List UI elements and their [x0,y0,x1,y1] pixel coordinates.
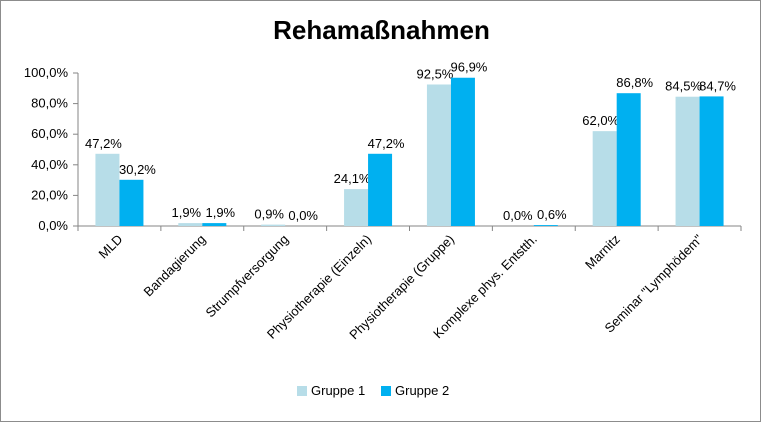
data-label: 47,2% [368,136,405,151]
data-label: 1,9% [171,205,201,220]
category-label: Marnitz [582,232,623,273]
data-label: 96,9% [451,60,488,75]
bar-2 [450,77,475,226]
bar-1 [344,189,369,226]
y-tick-label: 60,0% [31,126,68,141]
bar-1 [178,223,203,226]
y-tick-label: 100,0% [24,65,69,80]
legend-swatch [297,386,307,396]
y-tick-label: 40,0% [31,157,68,172]
y-tick-label: 20,0% [31,187,68,202]
legend-swatch [381,386,391,396]
data-label: 30,2% [119,162,156,177]
data-label: 0,6% [537,207,567,222]
category-label: Bandagierung [141,232,209,300]
bar-1 [95,153,120,226]
bar-2 [533,225,558,226]
bar-1 [426,84,451,226]
data-label: 92,5% [417,66,454,81]
legend-label: Gruppe 1 [311,383,365,398]
data-label: 24,1% [334,171,371,186]
data-label: 62,0% [582,113,619,128]
bar-2 [699,96,724,226]
bar-2 [616,93,641,226]
bar-1 [592,131,617,226]
data-label: 1,9% [205,205,235,220]
data-label: 0,0% [288,208,318,223]
data-label: 84,7% [699,78,736,93]
bar-1 [675,96,700,226]
legend-label: Gruppe 2 [395,383,449,398]
y-tick-label: 80,0% [31,96,68,111]
data-label: 84,5% [665,79,702,94]
data-label: 0,9% [254,207,284,222]
data-label: 47,2% [85,136,122,151]
chart-title: Rehamaßnahmen [273,15,490,45]
category-label: MLD [96,232,126,262]
category-label: Strumpfversorgung [203,232,292,321]
bar-2 [368,153,393,226]
y-tick-label: 0,0% [38,218,68,233]
bar-2 [119,179,144,226]
data-label: 86,8% [616,75,653,90]
data-label: 0,0% [503,208,533,223]
bar-1 [261,224,286,226]
bar-2 [202,223,227,226]
